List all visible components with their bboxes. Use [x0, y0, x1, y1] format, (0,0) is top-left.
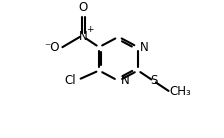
Text: N: N [140, 41, 149, 54]
Text: O: O [79, 1, 88, 14]
Text: N: N [121, 74, 129, 87]
Text: +: + [86, 25, 94, 34]
Text: CH₃: CH₃ [170, 85, 192, 98]
Text: S: S [150, 74, 157, 87]
Text: N: N [79, 30, 88, 43]
Text: Cl: Cl [64, 74, 76, 87]
Text: ⁻O: ⁻O [44, 41, 59, 54]
